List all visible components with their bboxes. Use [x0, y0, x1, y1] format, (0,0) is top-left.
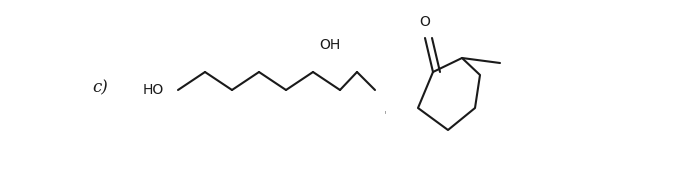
Text: O: O — [419, 15, 430, 29]
Text: OH: OH — [319, 38, 341, 52]
Text: ': ' — [384, 110, 386, 120]
Text: c): c) — [92, 79, 108, 96]
Text: HO: HO — [143, 83, 164, 97]
